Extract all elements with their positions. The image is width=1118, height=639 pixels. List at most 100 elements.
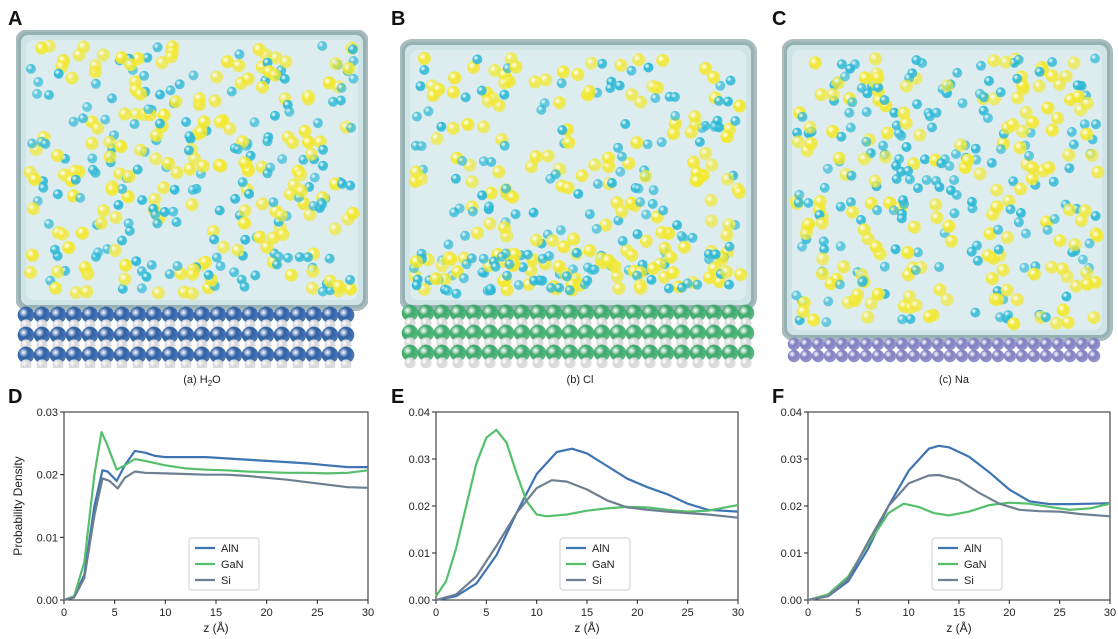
ion-yellow xyxy=(699,147,713,160)
ion-cyan xyxy=(641,209,652,220)
ion-cyan xyxy=(239,281,250,292)
ion-yellow xyxy=(492,165,506,179)
ion-cyan xyxy=(550,169,561,180)
ion-cyan xyxy=(318,160,329,171)
simulation-snapshot-na xyxy=(782,39,1113,363)
ion-yellow xyxy=(699,62,713,75)
ion-yellow xyxy=(1080,277,1094,291)
ion-yellow xyxy=(306,282,319,295)
ion-yellow xyxy=(546,234,559,248)
slab-atom xyxy=(305,306,323,324)
ion-cyan xyxy=(951,149,961,159)
ion-yellow xyxy=(1041,101,1055,115)
slab-atom xyxy=(417,344,435,362)
ion-cyan xyxy=(490,261,501,272)
ion-yellow xyxy=(529,150,543,164)
ion-yellow xyxy=(157,108,171,122)
slab-atom xyxy=(689,304,707,322)
slab-atom xyxy=(895,337,909,351)
ion-cyan xyxy=(912,99,923,110)
ion-cyan xyxy=(913,183,923,194)
caption-c: (c) Na xyxy=(894,374,1014,386)
slab-atom xyxy=(193,326,211,344)
ion-cyan xyxy=(1013,217,1024,228)
ion-yellow xyxy=(567,232,581,246)
ion-yellow xyxy=(51,149,65,163)
ion-cyan xyxy=(554,282,565,293)
ion-cyan xyxy=(171,217,182,228)
slab-atom xyxy=(545,344,563,362)
ion-cyan xyxy=(1041,312,1051,323)
slab-atom xyxy=(465,344,483,362)
ion-yellow xyxy=(733,99,747,113)
ion-cyan xyxy=(819,244,830,255)
ion-cyan xyxy=(268,197,279,208)
ion-yellow xyxy=(207,224,220,238)
ion-cyan xyxy=(174,79,185,90)
slab-atom xyxy=(148,359,160,368)
probability-density-chart-f: 0 5 10 15 20 25 30 0.00 0.01 0.02 0.03 0.04 z (Å) AlN… xyxy=(781,407,1117,635)
ion-cyan xyxy=(912,247,923,258)
ion-cyan xyxy=(646,274,657,285)
ion-cyan xyxy=(1091,119,1101,130)
slab-atom xyxy=(737,324,755,342)
ion-yellow xyxy=(557,240,571,254)
ion-cyan xyxy=(415,81,426,92)
ion-cyan xyxy=(1072,80,1083,91)
ion-cyan xyxy=(819,182,830,193)
slab-atom xyxy=(644,357,656,368)
ion-cyan xyxy=(504,259,515,270)
ion-cyan xyxy=(797,241,808,252)
x-tick-label: 15 xyxy=(953,607,965,619)
ion-yellow xyxy=(149,152,163,166)
legend-label: Si xyxy=(964,575,974,587)
ion-cyan xyxy=(1019,262,1030,273)
ion-cyan xyxy=(277,154,288,165)
ion-cyan xyxy=(715,80,726,91)
ion-yellow xyxy=(1001,231,1014,244)
slab-atom xyxy=(484,357,496,368)
ion-yellow xyxy=(213,115,227,129)
ion-cyan xyxy=(614,80,625,91)
ion-cyan xyxy=(792,127,803,138)
slab-atom xyxy=(979,337,993,351)
ion-cyan xyxy=(888,205,899,216)
ion-cyan xyxy=(670,110,681,121)
ion-yellow xyxy=(646,262,660,276)
ion-yellow xyxy=(687,155,701,169)
ion-yellow xyxy=(35,41,49,55)
slab-atom xyxy=(708,357,720,368)
ion-cyan xyxy=(501,183,512,194)
ion-yellow xyxy=(161,157,175,170)
ion-yellow xyxy=(1045,123,1059,137)
ion-cyan xyxy=(486,157,497,167)
x-axis-label: z (Å) xyxy=(946,620,971,635)
y-tick-label: 0.03 xyxy=(37,407,58,419)
ion-cyan xyxy=(847,97,858,108)
ion-cyan xyxy=(724,241,735,252)
ion-yellow xyxy=(25,248,39,262)
ion-cyan xyxy=(317,199,328,210)
ion-yellow xyxy=(614,58,628,72)
ion-yellow xyxy=(615,205,629,219)
ion-cyan xyxy=(898,195,909,206)
ion-cyan xyxy=(107,93,117,104)
ion-cyan xyxy=(40,138,51,149)
ion-yellow xyxy=(124,58,138,72)
ion-yellow xyxy=(990,183,1004,197)
ion-cyan xyxy=(650,93,661,104)
ion-cyan xyxy=(345,274,356,285)
ion-cyan xyxy=(1078,254,1088,265)
slab-atom xyxy=(991,337,1005,351)
ion-yellow xyxy=(238,216,252,230)
ion-cyan xyxy=(187,185,198,195)
ion-yellow xyxy=(417,52,431,65)
x-tick-label: 0 xyxy=(433,607,439,619)
ion-cyan xyxy=(113,200,124,210)
ion-yellow xyxy=(721,172,735,186)
ion-yellow xyxy=(269,51,283,65)
ion-cyan xyxy=(117,283,128,294)
ion-cyan xyxy=(188,70,199,81)
ion-cyan xyxy=(499,89,510,100)
ion-yellow xyxy=(973,167,987,181)
